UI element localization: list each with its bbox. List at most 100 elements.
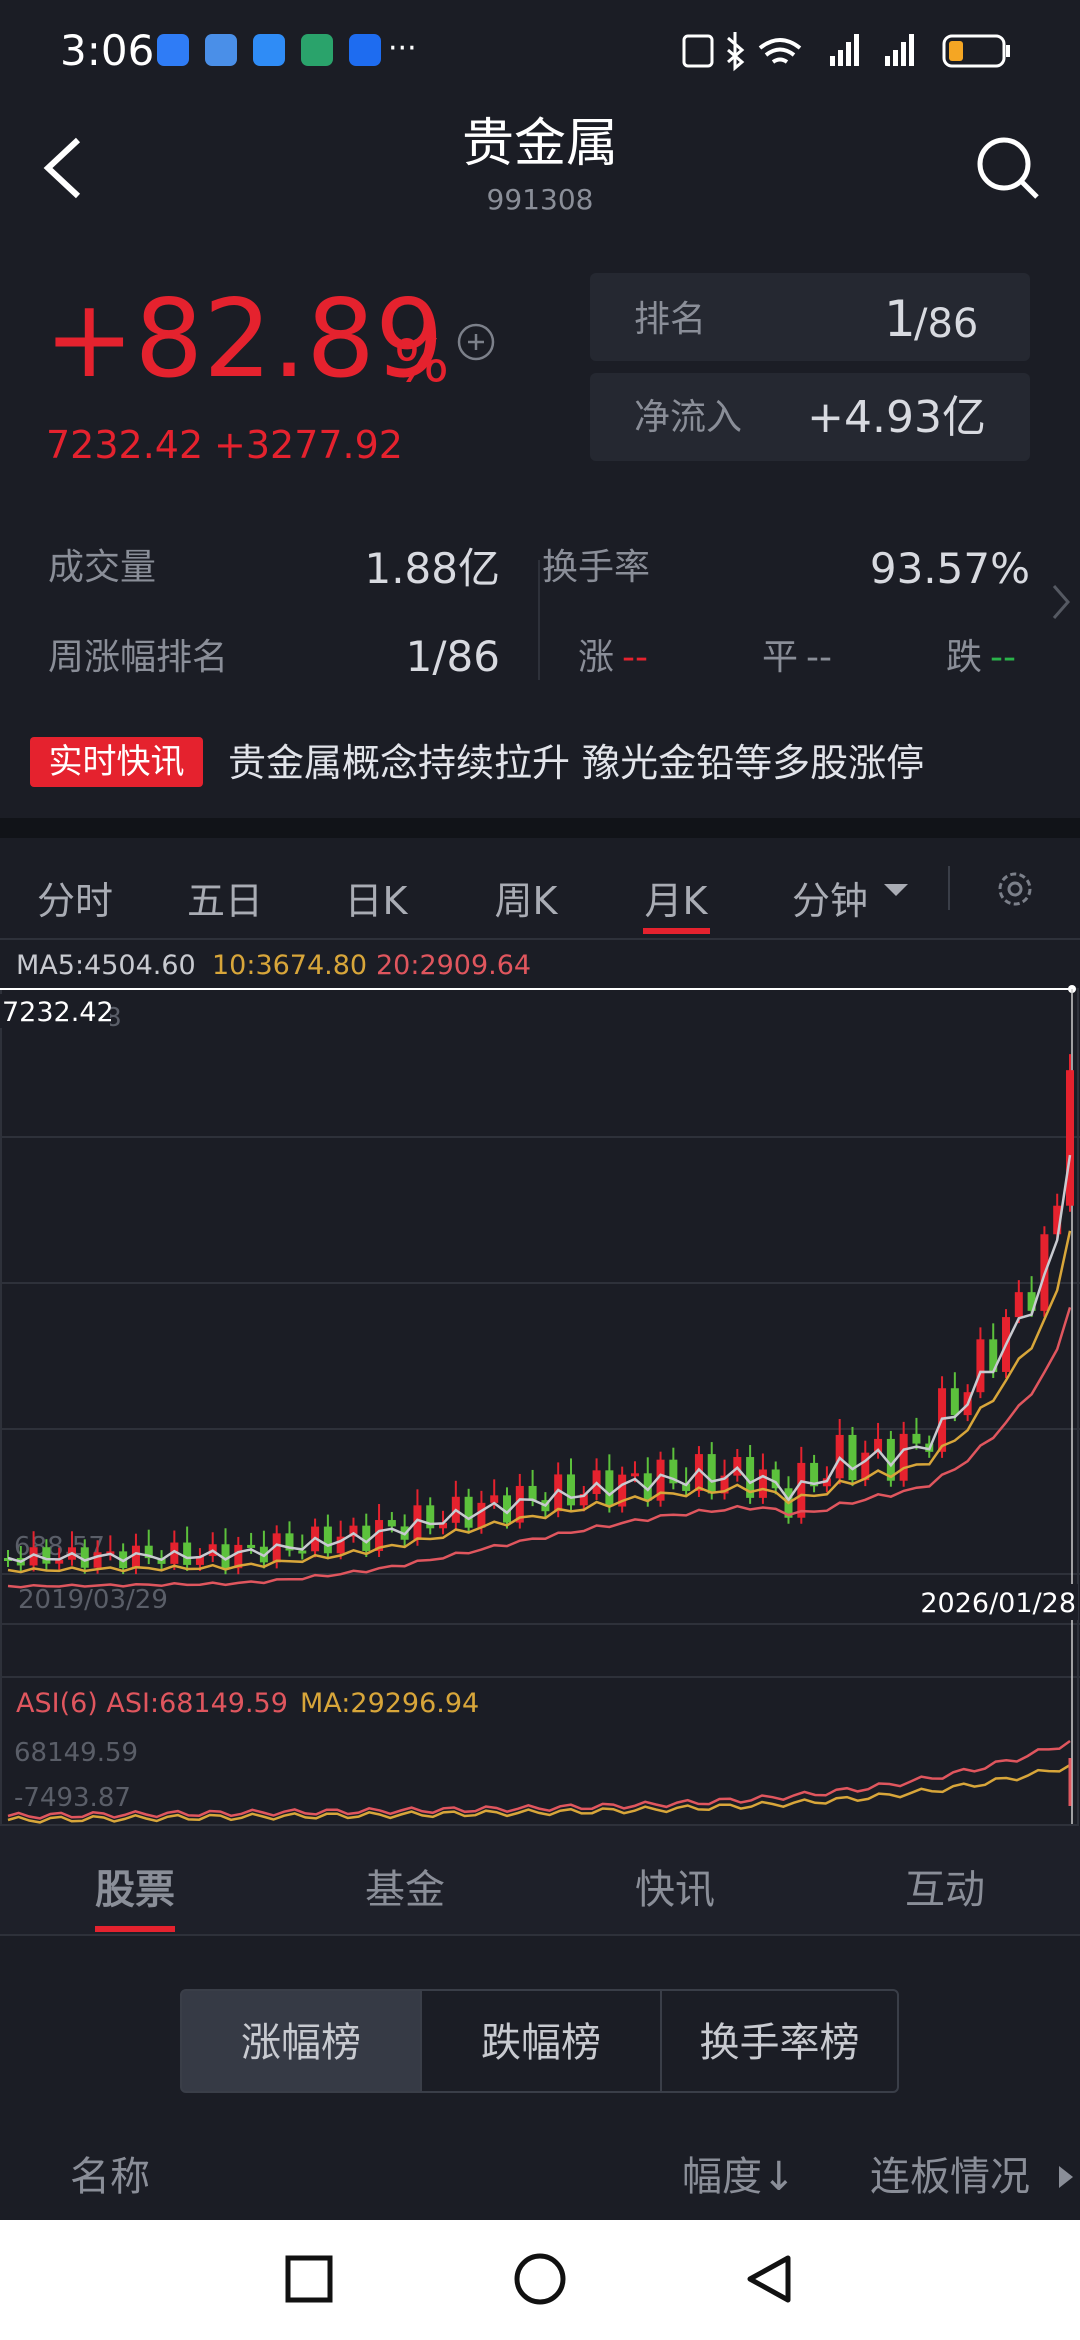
last-price-label: 7232.42 bbox=[2, 997, 114, 1028]
candle bbox=[272, 1533, 281, 1563]
chart-tab[interactable]: 周K bbox=[494, 879, 558, 923]
candle bbox=[1027, 1292, 1036, 1311]
candle bbox=[247, 1544, 256, 1548]
inflow-value: +4.93亿 bbox=[807, 392, 986, 443]
price-change: +3277.92 bbox=[214, 423, 403, 467]
chart-tab[interactable]: 分时 bbox=[36, 879, 114, 923]
candle bbox=[42, 1547, 51, 1564]
candle bbox=[874, 1438, 883, 1453]
bottom-tab-active[interactable]: 股票 bbox=[95, 1867, 175, 1913]
candle bbox=[1066, 1070, 1074, 1206]
asi-line bbox=[7, 1739, 1071, 1820]
candle bbox=[490, 1495, 499, 1503]
start-date: 2019/03/29 bbox=[18, 1585, 168, 1615]
up-label: 涨 bbox=[578, 637, 615, 678]
candle bbox=[912, 1433, 921, 1444]
divider bbox=[0, 938, 1080, 940]
dropdown-arrow bbox=[884, 884, 908, 896]
asi-line bbox=[7, 1763, 1071, 1824]
candle bbox=[349, 1525, 358, 1537]
candle bbox=[899, 1433, 908, 1481]
candle bbox=[4, 1558, 12, 1561]
candle bbox=[579, 1493, 588, 1506]
asi-high: 68149.59 bbox=[14, 1738, 138, 1768]
candle bbox=[29, 1547, 38, 1566]
candle bbox=[183, 1542, 192, 1565]
candle bbox=[886, 1438, 895, 1481]
section-gap bbox=[0, 818, 1080, 838]
ma10-label: 10:3674.80 bbox=[212, 950, 367, 981]
week-rank-label: 周涨幅排名 bbox=[48, 637, 229, 678]
divider bbox=[538, 560, 540, 680]
candle bbox=[439, 1522, 448, 1529]
navigation-bar bbox=[0, 2220, 1080, 2340]
column-name: 名称 bbox=[70, 2154, 150, 2200]
candle bbox=[554, 1474, 563, 1512]
kline-chart: MA5:4504.60 10:3674.80 20:2909.64 7232.5… bbox=[0, 950, 1080, 1826]
candle bbox=[669, 1459, 678, 1484]
column-streak[interactable]: 连板情况 bbox=[870, 2154, 1030, 2200]
candle bbox=[131, 1545, 140, 1569]
volume-label: 成交量 bbox=[48, 547, 157, 588]
news-text[interactable]: 贵金属概念持续拉升 豫光金铅等多股涨停 bbox=[228, 741, 925, 785]
candle bbox=[618, 1474, 627, 1507]
candle bbox=[336, 1536, 345, 1554]
candle bbox=[234, 1544, 243, 1569]
rank-label: 排名 bbox=[634, 299, 707, 340]
ma20-label: 20:2909.64 bbox=[376, 950, 531, 981]
bottom-tab[interactable]: 基金 bbox=[365, 1867, 445, 1913]
back[interactable] bbox=[747, 2255, 791, 2303]
asi-low: -7493.87 bbox=[14, 1783, 131, 1813]
candle bbox=[221, 1544, 230, 1569]
segment[interactable]: 换手率榜 bbox=[660, 1989, 899, 2093]
segment-active[interactable]: 涨幅榜 bbox=[180, 1989, 422, 2093]
more-arrow[interactable] bbox=[1050, 582, 1074, 622]
candle bbox=[323, 1526, 332, 1554]
back-button[interactable] bbox=[38, 136, 88, 200]
bottom-tab[interactable]: 互动 bbox=[905, 1867, 985, 1913]
home[interactable] bbox=[514, 2253, 566, 2305]
candle bbox=[144, 1545, 153, 1559]
candle bbox=[1014, 1292, 1023, 1318]
candle bbox=[464, 1496, 473, 1528]
candle bbox=[80, 1547, 89, 1568]
candle bbox=[797, 1462, 806, 1518]
add-button[interactable] bbox=[456, 322, 496, 362]
tab-underline bbox=[95, 1926, 175, 1932]
chart-tab[interactable]: 五日 bbox=[186, 879, 264, 923]
settings-button[interactable] bbox=[992, 866, 1038, 912]
recent-apps[interactable] bbox=[285, 2255, 333, 2303]
candle bbox=[503, 1495, 512, 1523]
candle bbox=[387, 1520, 396, 1527]
segment[interactable]: 跌幅榜 bbox=[420, 1989, 662, 2093]
chart-tab[interactable]: 分钟 bbox=[791, 879, 869, 923]
bottom-tab[interactable]: 快讯 bbox=[635, 1867, 715, 1913]
candle bbox=[93, 1552, 102, 1568]
search-button[interactable] bbox=[975, 135, 1041, 201]
candle bbox=[515, 1485, 524, 1523]
down-label: 跌 bbox=[946, 637, 983, 678]
candle bbox=[707, 1454, 716, 1494]
status-icons bbox=[157, 34, 381, 66]
candle bbox=[170, 1542, 179, 1564]
tab-bar bbox=[0, 1826, 1080, 1936]
more-arrow bbox=[1059, 2166, 1073, 2188]
change-percent: +82.89 bbox=[44, 277, 444, 402]
candle bbox=[1053, 1205, 1062, 1235]
moving-average bbox=[7, 1154, 1072, 1564]
candle bbox=[758, 1469, 767, 1498]
chart-tab-active[interactable]: 月K bbox=[644, 879, 708, 923]
candle bbox=[848, 1434, 857, 1481]
candle bbox=[989, 1339, 998, 1372]
up-count: -- bbox=[622, 637, 648, 678]
ma5-label: MA5:4504.60 bbox=[16, 950, 196, 981]
candle bbox=[746, 1457, 755, 1498]
inflow-label: 净流入 bbox=[634, 397, 743, 438]
chart-tab[interactable]: 日K bbox=[344, 879, 408, 923]
candle bbox=[643, 1473, 652, 1501]
candle bbox=[605, 1470, 614, 1507]
asi-ma: MA:29296.94 bbox=[300, 1688, 479, 1719]
candle bbox=[810, 1462, 819, 1487]
column-change[interactable]: 幅度↓ bbox=[682, 2154, 796, 2200]
